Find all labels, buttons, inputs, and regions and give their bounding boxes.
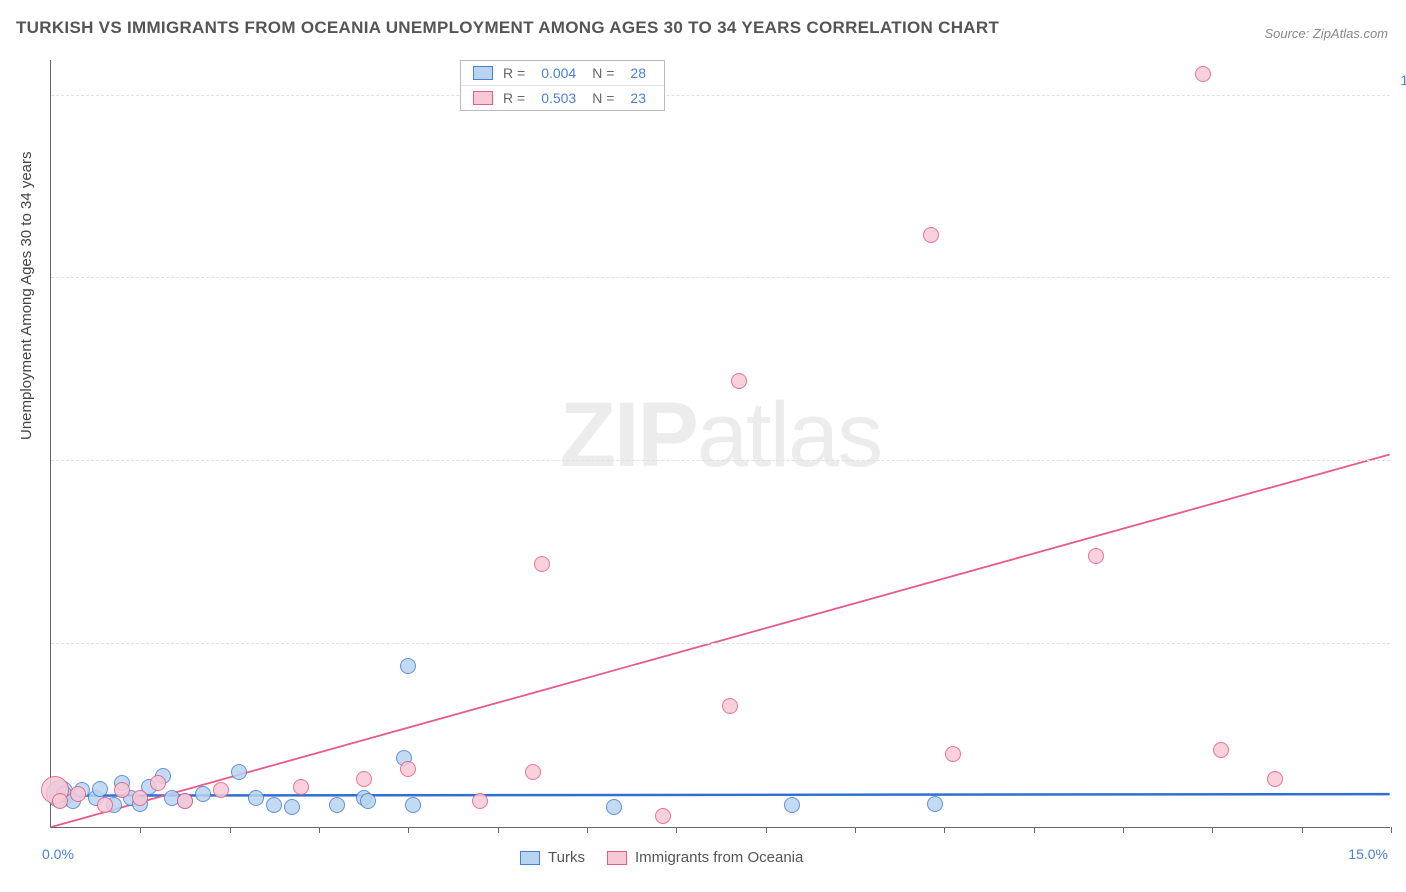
x-tick — [1302, 827, 1303, 833]
legend-n-label: N = — [592, 90, 614, 106]
correlation-legend: R = 0.004 N = 28 R = 0.503 N = 23 — [460, 60, 665, 111]
legend-swatch — [520, 851, 540, 865]
gridline — [51, 460, 1390, 461]
data-point — [360, 793, 376, 809]
x-tick — [1034, 827, 1035, 833]
data-point — [534, 556, 550, 572]
x-tick — [230, 827, 231, 833]
x-tick — [319, 827, 320, 833]
x-axis-origin-label: 0.0% — [42, 846, 74, 862]
watermark: ZIPatlas — [560, 383, 881, 488]
legend-r-value: 0.503 — [535, 90, 582, 106]
data-point — [329, 797, 345, 813]
data-point — [1088, 548, 1104, 564]
data-point — [266, 797, 282, 813]
legend-row: R = 0.004 N = 28 — [461, 61, 664, 85]
data-point — [1213, 742, 1229, 758]
x-axis-max-label: 15.0% — [1348, 846, 1388, 862]
data-point — [231, 764, 247, 780]
plot-area: ZIPatlas 25.0%50.0%75.0%100.0% — [50, 60, 1390, 828]
x-tick — [766, 827, 767, 833]
data-point — [97, 797, 113, 813]
data-point — [52, 793, 68, 809]
data-point — [248, 790, 264, 806]
data-point — [150, 775, 166, 791]
legend-n-value: 28 — [624, 65, 652, 81]
legend-r-label: R = — [503, 90, 525, 106]
x-tick — [498, 827, 499, 833]
gridline — [51, 643, 1390, 644]
x-tick — [1212, 827, 1213, 833]
legend-r-value: 0.004 — [535, 65, 582, 81]
data-point — [356, 771, 372, 787]
legend-n-value: 23 — [624, 90, 652, 106]
y-axis-label: Unemployment Among Ages 30 to 34 years — [18, 151, 35, 440]
legend-item: Immigrants from Oceania — [607, 849, 803, 866]
trend-lines — [51, 60, 1390, 827]
data-point — [405, 797, 421, 813]
legend-swatch — [473, 91, 493, 105]
x-tick — [944, 827, 945, 833]
data-point — [132, 790, 148, 806]
x-tick — [140, 827, 141, 833]
x-tick — [1391, 827, 1392, 833]
data-point — [293, 779, 309, 795]
data-point — [731, 373, 747, 389]
data-point — [722, 698, 738, 714]
legend-swatch — [607, 851, 627, 865]
source-attribution: Source: ZipAtlas.com — [1264, 26, 1388, 41]
x-tick — [855, 827, 856, 833]
legend-n-label: N = — [592, 65, 614, 81]
data-point — [472, 793, 488, 809]
data-point — [945, 746, 961, 762]
data-point — [70, 786, 86, 802]
series-legend: Turks Immigrants from Oceania — [520, 849, 803, 866]
x-tick — [1123, 827, 1124, 833]
x-tick — [676, 827, 677, 833]
gridline — [51, 95, 1390, 96]
data-point — [927, 796, 943, 812]
data-point — [400, 761, 416, 777]
legend-r-label: R = — [503, 65, 525, 81]
data-point — [195, 786, 211, 802]
gridline — [51, 277, 1390, 278]
x-tick — [408, 827, 409, 833]
data-point — [525, 764, 541, 780]
data-point — [606, 799, 622, 815]
data-point — [655, 808, 671, 824]
data-point — [1195, 66, 1211, 82]
x-tick — [587, 827, 588, 833]
y-tick-label: 100.0% — [1401, 72, 1406, 88]
legend-row: R = 0.503 N = 23 — [461, 85, 664, 110]
data-point — [177, 793, 193, 809]
data-point — [1267, 771, 1283, 787]
data-point — [784, 797, 800, 813]
legend-swatch — [473, 66, 493, 80]
data-point — [923, 227, 939, 243]
trend-line — [51, 454, 1389, 827]
data-point — [400, 658, 416, 674]
legend-label: Turks — [548, 849, 585, 866]
data-point — [114, 782, 130, 798]
data-point — [213, 782, 229, 798]
data-point — [92, 781, 108, 797]
legend-label: Immigrants from Oceania — [635, 849, 803, 866]
legend-item: Turks — [520, 849, 585, 866]
data-point — [284, 799, 300, 815]
chart-title: TURKISH VS IMMIGRANTS FROM OCEANIA UNEMP… — [16, 18, 999, 38]
